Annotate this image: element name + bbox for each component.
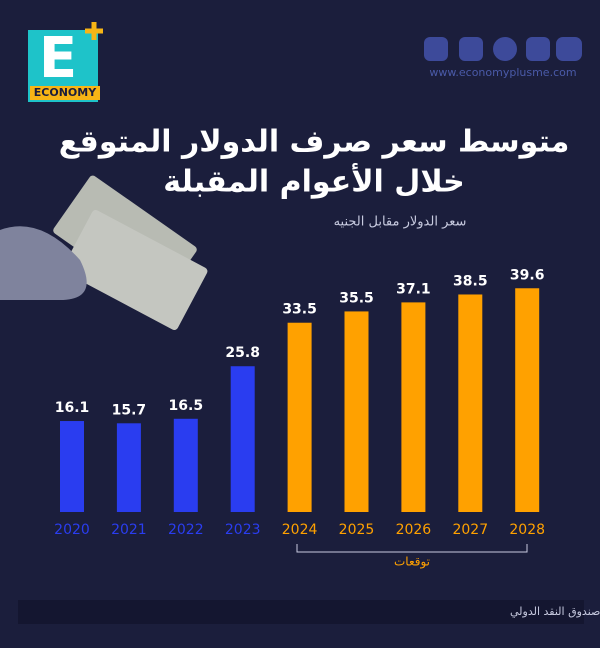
value-label: 37.1 — [396, 281, 431, 297]
logo: E ECONOMY — [28, 22, 103, 102]
bar — [515, 288, 540, 512]
x-tick-label: 2026 — [396, 522, 432, 538]
x-tick-label: 2020 — [54, 522, 90, 538]
chart-subtitle: سعر الدولار مقابل الجنيه — [334, 215, 467, 230]
social-icons — [424, 37, 582, 61]
icon — [493, 37, 517, 61]
value-label: 16.5 — [169, 398, 204, 414]
x-tick-label: 2024 — [282, 522, 318, 538]
value-label: 25.8 — [225, 345, 260, 361]
bar — [287, 322, 312, 512]
x-tick-label: 2027 — [452, 522, 488, 538]
bar — [458, 294, 483, 512]
annotation: توقعات — [394, 555, 430, 570]
value-label: 16.1 — [55, 400, 90, 416]
x-tick-label: 2025 — [339, 522, 375, 538]
x-tick-label: 2023 — [225, 522, 261, 538]
bar — [401, 302, 426, 512]
icon — [424, 37, 448, 61]
icon — [526, 37, 550, 61]
hand — [0, 226, 87, 300]
value-label: 39.6 — [510, 267, 545, 283]
bar — [116, 423, 141, 512]
logo-plus — [85, 22, 103, 40]
bar — [173, 418, 198, 512]
money-illustration — [0, 175, 208, 331]
x-tick-label: 2021 — [111, 522, 147, 538]
logo-band — [30, 86, 100, 100]
value-label: 33.5 — [282, 302, 317, 318]
source-band — [18, 600, 584, 624]
bill — [62, 209, 208, 331]
value-label: 38.5 — [453, 273, 488, 289]
value-label: 35.5 — [339, 290, 374, 306]
x-tick-label: 2022 — [168, 522, 204, 538]
bar — [60, 421, 84, 512]
source: المصدر: تقرير الاتجاهات الاقتصادية لمصر … — [510, 605, 600, 618]
forecast-bracket — [296, 544, 528, 553]
value-label: 15.7 — [112, 402, 147, 418]
bar — [230, 366, 255, 512]
logo-letter: E — [39, 26, 77, 91]
icon — [459, 37, 483, 61]
bar — [344, 311, 369, 512]
chart-title: خلال الأعوام المقبلة — [163, 163, 464, 200]
icon — [556, 37, 582, 61]
logo-word: ECONOMY — [34, 86, 97, 99]
website: www.economyplusme.com — [429, 66, 576, 79]
chart-title: متوسط سعر صرف الدولار المتوقع — [59, 125, 570, 160]
x-tick-label: 2028 — [509, 522, 545, 538]
